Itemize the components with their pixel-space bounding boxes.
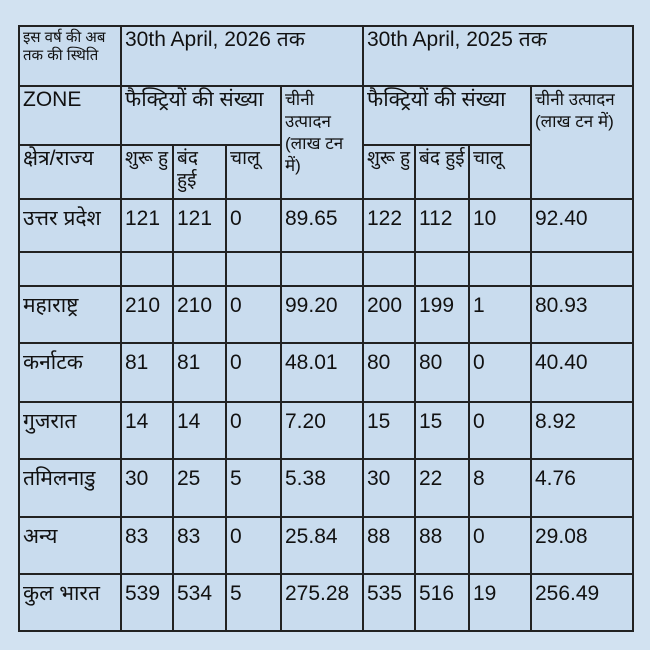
value-cell-c-closed: 83 xyxy=(172,516,227,575)
value-cell-c-running: 0 xyxy=(225,285,282,344)
value-cell-c-started: 81 xyxy=(120,342,174,403)
value-cell-p-closed: 516 xyxy=(414,573,470,632)
value-cell-p-running: 1 xyxy=(468,285,532,344)
closed-label: बंद हुई xyxy=(414,144,470,200)
region-cell: महाराष्ट्र xyxy=(18,285,122,344)
region-cell: उत्तर प्रदेश xyxy=(18,198,122,253)
empty-cell xyxy=(18,251,122,287)
region-cell: अन्य xyxy=(18,516,122,575)
value-cell-c-closed: 25 xyxy=(172,458,227,518)
empty-cell xyxy=(362,251,416,287)
empty-cell xyxy=(280,251,364,287)
value-cell-p-running: 0 xyxy=(468,401,532,460)
production-label-previous: चीनी उत्पादन (लाख टन में) xyxy=(530,85,634,200)
value-cell-p-started: 15 xyxy=(362,401,416,460)
value-cell-c-running: 5 xyxy=(225,573,282,632)
closed-label: बंद हुई xyxy=(172,144,227,200)
column-group-row: ZONE फैक्ट्रियों की संख्या चीनी उत्पादन … xyxy=(18,85,634,200)
value-cell-p-prod: 8.92 xyxy=(530,401,634,460)
value-cell-c-closed: 121 xyxy=(172,198,227,253)
value-cell-p-prod: 4.76 xyxy=(530,458,634,518)
value-cell-c-closed: 534 xyxy=(172,573,227,632)
value-cell-p-started: 122 xyxy=(362,198,416,253)
value-cell-p-closed: 88 xyxy=(414,516,470,575)
value-cell-p-closed: 80 xyxy=(414,342,470,403)
value-cell-c-running: 0 xyxy=(225,198,282,253)
value-cell-c-closed: 14 xyxy=(172,401,227,460)
value-cell-p-started: 535 xyxy=(362,573,416,632)
value-cell-p-prod: 29.08 xyxy=(530,516,634,575)
value-cell-c-started: 539 xyxy=(120,573,174,632)
status-label: इस वर्ष की अब तक की स्थिति xyxy=(18,25,122,87)
empty-cell xyxy=(414,251,470,287)
value-cell-p-closed: 22 xyxy=(414,458,470,518)
empty-row xyxy=(18,251,634,287)
region-cell: कुल भारत xyxy=(18,573,122,632)
value-cell-p-prod: 80.93 xyxy=(530,285,634,344)
zone-label: ZONE xyxy=(18,85,122,146)
value-cell-c-prod: 25.84 xyxy=(280,516,364,575)
value-cell-c-running: 0 xyxy=(225,342,282,403)
empty-cell xyxy=(468,251,532,287)
value-cell-c-started: 121 xyxy=(120,198,174,253)
sugar-production-table: इस वर्ष की अब तक की स्थिति 30th April, 2… xyxy=(18,25,634,632)
production-label-current: चीनी उत्पादन (लाख टन में) xyxy=(280,85,364,200)
subheader-row: क्षेत्र/राज्य शुरू हु बंद हुई चालू शुरू … xyxy=(18,144,633,200)
region-cell: तमिलनाडु xyxy=(18,458,122,518)
empty-cell xyxy=(172,251,227,287)
empty-cell xyxy=(120,251,174,287)
value-cell-c-started: 30 xyxy=(120,458,174,518)
value-cell-p-started: 80 xyxy=(362,342,416,403)
table-row: अन्य 83 83 0 25.84 88 88 0 29.08 xyxy=(18,516,634,575)
value-cell-c-started: 210 xyxy=(120,285,174,344)
value-cell-c-running: 0 xyxy=(225,401,282,460)
empty-cell xyxy=(225,251,282,287)
value-cell-p-running: 19 xyxy=(468,573,532,632)
value-cell-c-prod: 89.65 xyxy=(280,198,364,253)
region-cell: कर्नाटक xyxy=(18,342,122,403)
value-cell-c-running: 0 xyxy=(225,516,282,575)
value-cell-c-prod: 275.28 xyxy=(280,573,364,632)
region-label: क्षेत्र/राज्य xyxy=(18,144,122,200)
value-cell-p-prod: 92.40 xyxy=(530,198,634,253)
value-cell-p-started: 200 xyxy=(362,285,416,344)
factories-label-current: फैक्ट्रियों की संख्या xyxy=(120,85,282,146)
running-label: चालू xyxy=(225,144,282,200)
period-previous: 30th April, 2025 तक xyxy=(362,25,634,87)
value-cell-p-running: 8 xyxy=(468,458,532,518)
value-cell-c-closed: 210 xyxy=(172,285,227,344)
value-cell-p-running: 0 xyxy=(468,516,532,575)
region-cell: गुजरात xyxy=(18,401,122,460)
table-row: कर्नाटक 81 81 0 48.01 80 80 0 40.40 xyxy=(18,342,634,403)
value-cell-c-prod: 99.20 xyxy=(280,285,364,344)
value-cell-c-running: 5 xyxy=(225,458,282,518)
value-cell-c-closed: 81 xyxy=(172,342,227,403)
table-row: गुजरात 14 14 0 7.20 15 15 0 8.92 xyxy=(18,401,634,460)
value-cell-p-started: 88 xyxy=(362,516,416,575)
value-cell-c-started: 14 xyxy=(120,401,174,460)
value-cell-p-prod: 256.49 xyxy=(530,573,634,632)
empty-cell xyxy=(530,251,634,287)
value-cell-p-closed: 15 xyxy=(414,401,470,460)
value-cell-p-running: 0 xyxy=(468,342,532,403)
table-row: कुल भारत 539 534 5 275.28 535 516 19 256.49 xyxy=(18,573,634,632)
started-label: शुरू हु xyxy=(362,144,416,200)
value-cell-c-prod: 5.38 xyxy=(280,458,364,518)
period-current: 30th April, 2026 तक xyxy=(120,25,364,87)
table-row: उत्तर प्रदेश 121 121 0 89.65 122 112 10 92.40 xyxy=(18,198,634,253)
value-cell-p-prod: 40.40 xyxy=(530,342,634,403)
value-cell-c-prod: 48.01 xyxy=(280,342,364,403)
value-cell-p-closed: 112 xyxy=(414,198,470,253)
value-cell-c-prod: 7.20 xyxy=(280,401,364,460)
value-cell-p-closed: 199 xyxy=(414,285,470,344)
started-label: शुरू हु xyxy=(120,144,174,200)
running-label: चालू xyxy=(468,144,532,200)
factories-label-previous: फैक्ट्रियों की संख्या xyxy=(362,85,532,146)
value-cell-c-started: 83 xyxy=(120,516,174,575)
period-header-row: इस वर्ष की अब तक की स्थिति 30th April, 2… xyxy=(18,25,634,87)
table-row: तमिलनाडु 30 25 5 5.38 30 22 8 4.76 xyxy=(18,458,634,518)
value-cell-p-started: 30 xyxy=(362,458,416,518)
value-cell-p-running: 10 xyxy=(468,198,532,253)
